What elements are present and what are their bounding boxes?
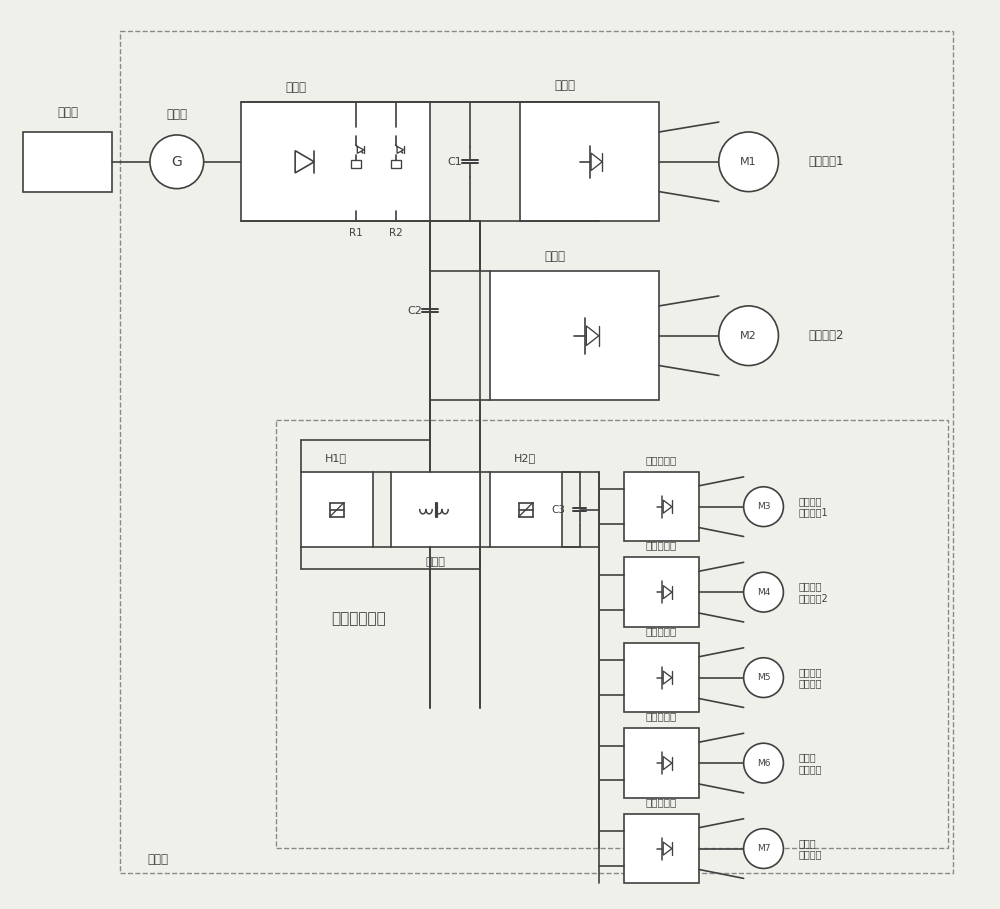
Text: R2: R2	[389, 228, 402, 238]
Polygon shape	[663, 756, 672, 770]
Circle shape	[719, 132, 778, 192]
Text: G: G	[171, 155, 182, 169]
Text: M3: M3	[757, 502, 770, 511]
Bar	[276, 420, 948, 847]
Text: 逆变器: 逆变器	[544, 250, 565, 263]
Bar	[120, 31, 953, 874]
Bar	[391, 160, 401, 168]
Text: M6: M6	[757, 759, 770, 767]
Bar	[241, 102, 430, 222]
Bar	[624, 728, 699, 798]
Polygon shape	[663, 671, 672, 684]
Text: C3: C3	[552, 504, 566, 514]
Polygon shape	[586, 326, 599, 345]
Text: H1桥: H1桥	[325, 453, 347, 463]
Text: 逆变器模块: 逆变器模块	[645, 712, 677, 722]
Circle shape	[744, 573, 783, 612]
Bar	[520, 102, 659, 222]
Text: C2: C2	[407, 306, 422, 316]
Text: H2桥: H2桥	[514, 453, 536, 463]
Text: 逆变器模块: 逆变器模块	[645, 626, 677, 636]
Bar	[624, 643, 699, 713]
Circle shape	[150, 135, 204, 189]
Text: 交流器
冷却风机: 交流器 冷却风机	[798, 753, 822, 774]
Bar	[624, 814, 699, 884]
Text: 逆变器: 逆变器	[554, 79, 575, 92]
Text: M4: M4	[757, 587, 770, 596]
Text: R1: R1	[349, 228, 363, 238]
Circle shape	[744, 487, 783, 526]
Circle shape	[744, 829, 783, 868]
Text: 焦引电机2: 焦引电机2	[808, 329, 844, 342]
Bar	[351, 160, 361, 168]
Polygon shape	[591, 153, 602, 171]
Text: 逆变器模块: 逆变器模块	[645, 541, 677, 551]
Polygon shape	[357, 146, 364, 154]
Polygon shape	[295, 151, 314, 173]
Bar	[490, 472, 562, 547]
Text: 变压器: 变压器	[425, 557, 445, 567]
Text: M1: M1	[740, 156, 757, 166]
Text: 发电机: 发电机	[166, 107, 187, 121]
Text: 焦引电机
冷却风机: 焦引电机 冷却风机	[798, 667, 822, 688]
Text: 柴油机: 柴油机	[57, 105, 78, 118]
Bar	[301, 472, 373, 547]
Text: 逆变器模块: 逆变器模块	[645, 797, 677, 807]
Text: 逆变器模块: 逆变器模块	[645, 455, 677, 465]
Circle shape	[719, 306, 778, 365]
Text: 辅助供电电路: 辅助供电电路	[331, 612, 386, 626]
Circle shape	[744, 744, 783, 783]
Text: 变流器: 变流器	[147, 853, 168, 866]
Text: 柴油机
冷却风机: 柴油机 冷却风机	[798, 838, 822, 859]
Circle shape	[744, 658, 783, 697]
Bar	[490, 271, 659, 400]
Bar	[624, 472, 699, 542]
Text: 焦引电机1: 焦引电机1	[808, 155, 844, 168]
Polygon shape	[663, 500, 672, 514]
Polygon shape	[663, 585, 672, 599]
Text: M5: M5	[757, 674, 770, 682]
Bar	[391, 472, 480, 547]
Text: M2: M2	[740, 331, 757, 341]
Polygon shape	[663, 842, 672, 855]
Bar	[624, 557, 699, 627]
Text: 整流器: 整流器	[286, 81, 307, 94]
Polygon shape	[397, 146, 404, 154]
Text: C1: C1	[447, 156, 462, 166]
Text: 制动电阔
冷却风机1: 制动电阔 冷却风机1	[798, 496, 828, 517]
Text: 制动电阔
冷却风机2: 制动电阔 冷却风机2	[798, 582, 828, 603]
Bar	[23, 132, 112, 192]
Text: M7: M7	[757, 844, 770, 853]
